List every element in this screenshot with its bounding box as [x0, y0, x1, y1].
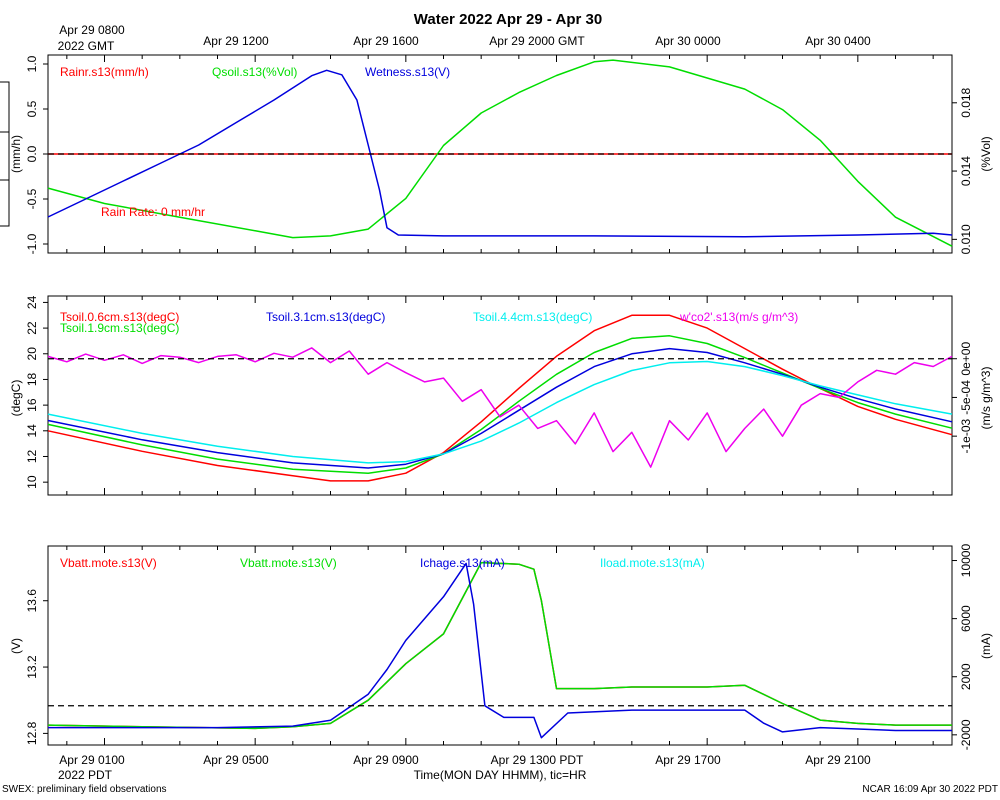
y-tick-label-left: 16 — [25, 398, 39, 412]
top-axis-label: Apr 30 0400 — [805, 34, 871, 48]
bottom-panel-ylabel-left: (V) — [9, 638, 23, 654]
legend-iload: Iload.mote.s13(mA) — [600, 556, 705, 570]
y-tick-label-left: 12.8 — [25, 721, 39, 745]
y-tick-label-left: 0.5 — [25, 100, 39, 117]
legend-tsoil-1-9: Tsoil.1.9cm.s13(degC) — [60, 321, 179, 335]
legend-rainr: Rainr.s13(mm/h) — [60, 65, 149, 79]
y-tick-label-left: 13.2 — [25, 655, 39, 679]
y-tick-label-left: -0.5 — [25, 188, 39, 209]
footer-right: NCAR 16:09 Apr 30 2022 PDT — [862, 784, 998, 795]
y-tick-label-right: -5e-04 — [959, 380, 973, 415]
legend-vbatt-green: Vbatt.mote.s13(V) — [240, 556, 337, 570]
figure-title: Water 2022 Apr 29 - Apr 30 — [414, 11, 602, 28]
bottom-axis-label: Apr 29 2100 — [805, 753, 871, 767]
y-tick-label-right: 0.010 — [959, 224, 973, 254]
top-axis-sublabel: 2022 GMT — [58, 39, 115, 53]
legend-tsoil-0-6: Tsoil.0.6cm.s13(degC) — [60, 310, 179, 324]
y-tick-label-left: 18 — [25, 372, 39, 386]
series-line-w-co2-s13-m-s-g-m-3 — [47, 347, 953, 468]
legend-ichage: Ichage.s13(mA) — [420, 556, 505, 570]
top-axis-label: Apr 29 2000 GMT — [489, 34, 585, 48]
top-panel-ylabel-left: (mm/h) — [9, 135, 23, 173]
rain-rate-annotation: Rain Rate: 0 mm/hr — [101, 205, 205, 219]
y-tick-label-right: 0.018 — [959, 87, 973, 117]
bottom-axis-labels: Apr 29 0100 Apr 29 0500 Apr 29 0900 Apr … — [58, 753, 871, 782]
legend-vbatt-red: Vbatt.mote.s13(V) — [60, 556, 157, 570]
top-panel: 1.0 0.5 0.0 -0.5 -1.0 0.018 0.014 0.010 — [25, 54, 973, 254]
bottom-axis-label: Apr 29 0100 — [59, 753, 125, 767]
y-tick-label-left: 20 — [25, 347, 39, 361]
top-panel-legend: Rainr.s13(mm/h) Qsoil.s13(%Vol) Wetness.… — [60, 65, 450, 219]
y-tick-label-left: 1.0 — [25, 55, 39, 72]
bottom-axis-label: Apr 29 0500 — [203, 753, 269, 767]
y-tick-label-right: 0e+00 — [959, 342, 973, 376]
middle-panel-ylabel-right: (m/s g/m^3) — [979, 367, 993, 430]
middle-panel-legend: Tsoil.0.6cm.s13(degC) Tsoil.1.9cm.s13(de… — [60, 310, 798, 335]
panel-frame — [47, 545, 953, 746]
top-axis-label: Apr 29 1600 — [353, 34, 419, 48]
y-tick-label-right: 10000 — [959, 544, 973, 578]
series-line-ichage-s13-ma — [48, 562, 952, 739]
bottom-axis-label: Apr 29 1700 — [655, 753, 721, 767]
legend-qsoil: Qsoil.s13(%Vol) — [212, 65, 297, 79]
y-tick-label-right: 2000 — [959, 663, 973, 690]
y-tick-label-right: 6000 — [959, 605, 973, 632]
legend-tsoil-4-4: Tsoil.4.4cm.s13(degC) — [473, 310, 592, 324]
y-tick-label-left: 12 — [25, 449, 39, 463]
legend-wetness: Wetness.s13(V) — [365, 65, 450, 79]
top-axis-labels: Apr 29 0800 Apr 29 1200 Apr 29 1600 Apr … — [58, 23, 871, 53]
series-line-tsoil-3-1cm-s13-degc — [47, 347, 953, 469]
series-line-wetness-s13-v — [47, 69, 953, 238]
panel-frame — [47, 295, 953, 496]
series-line-qsoil-s13-vol — [47, 59, 953, 247]
left-legend-box — [0, 81, 10, 227]
y-tick-label-left: 22 — [25, 321, 39, 335]
bottom-panel: 13.6 13.2 12.8 10000 6000 2000 -2000 — [25, 544, 973, 751]
y-tick-label-left: 13.6 — [25, 589, 39, 613]
series-line-tsoil-4-4cm-s13-degc — [47, 360, 953, 464]
legend-wco2: w'co2'.s13(m/s g/m^3) — [679, 310, 798, 324]
middle-panel: 24 22 20 18 16 14 12 10 0e+00 -5e-04 -1e-03 — [25, 295, 973, 496]
bottom-panel-ylabel-right: (mA) — [979, 633, 993, 659]
top-axis-label: Apr 29 0800 — [59, 23, 125, 37]
top-axis-label: Apr 29 1200 — [203, 34, 269, 48]
y-tick-label-left: -1.0 — [25, 233, 39, 254]
middle-panel-ylabel-left: (degC) — [9, 380, 23, 417]
y-tick-label-left: 10 — [25, 475, 39, 489]
x-axis-title: Time(MON DAY HHMM), tic=HR — [414, 768, 587, 782]
y-tick-label-right: 0.014 — [959, 156, 973, 186]
bottom-axis-sublabel: 2022 PDT — [58, 768, 113, 782]
top-panel-ylabel-right: (%Vol) — [979, 136, 993, 171]
bottom-axis-label: Apr 29 1300 PDT — [491, 753, 584, 767]
y-tick-label-left: 14 — [25, 424, 39, 438]
bottom-axis-label: Apr 29 0900 — [353, 753, 419, 767]
legend-tsoil-3-1: Tsoil.3.1cm.s13(degC) — [266, 310, 385, 324]
series-line-vbatt-mote-s13-v — [47, 561, 952, 730]
bottom-panel-legend: Vbatt.mote.s13(V) Vbatt.mote.s13(V) Icha… — [60, 556, 705, 570]
y-tick-label-right: -1e-03 — [959, 418, 973, 453]
y-tick-label-left: 24 — [25, 295, 39, 309]
y-tick-label-right: -2000 — [959, 719, 973, 750]
footer-left: SWEX: preliminary field observations — [2, 784, 167, 795]
top-axis-label: Apr 30 0000 — [655, 34, 721, 48]
y-tick-label-left: 0.0 — [25, 145, 39, 162]
